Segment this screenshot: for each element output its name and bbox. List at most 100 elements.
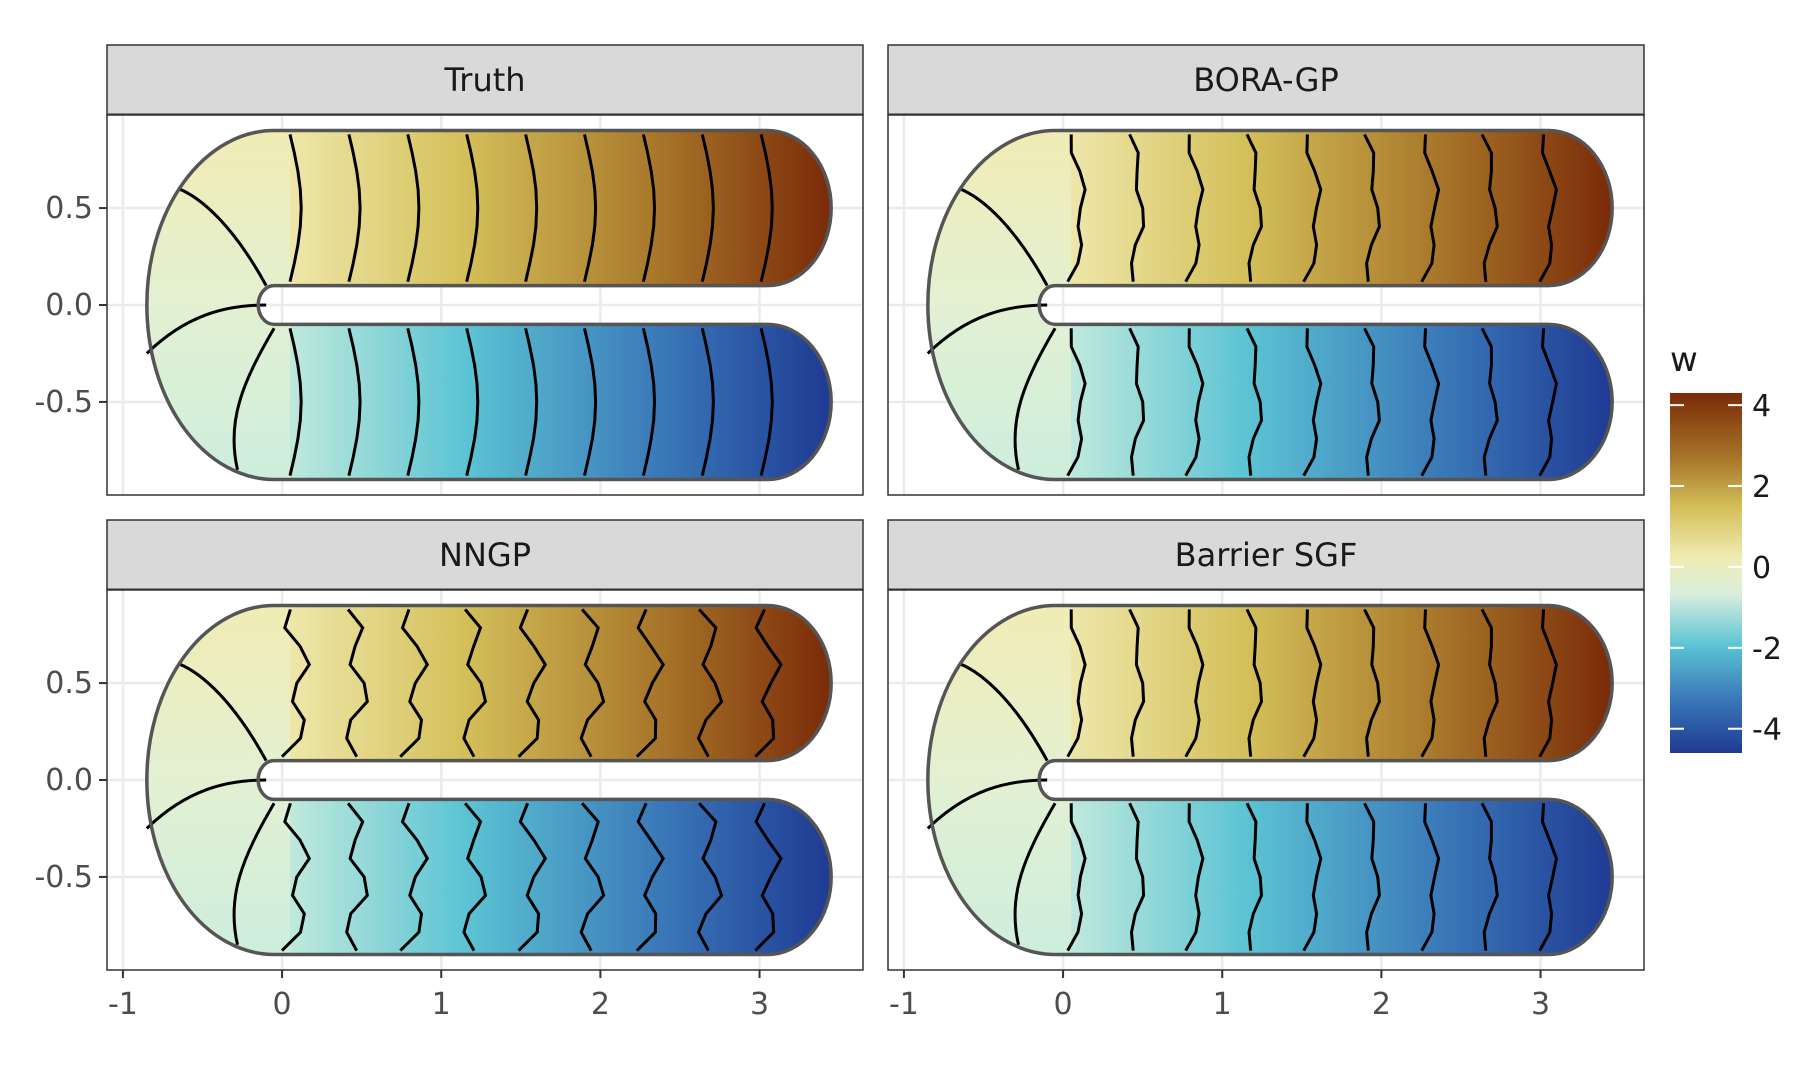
contour-line bbox=[399, 608, 430, 758]
legend: w 4 2 0 -2 -4 bbox=[1670, 340, 1782, 753]
contour-line bbox=[583, 327, 598, 476]
contour-line bbox=[1128, 327, 1146, 476]
contour-line bbox=[1538, 609, 1558, 758]
contour-line bbox=[288, 327, 303, 476]
panel-bora-gp: BORA-GP bbox=[887, 44, 1645, 496]
contour-line bbox=[232, 327, 276, 471]
contour-line bbox=[1013, 802, 1057, 946]
panel-truth: Truth 0.5 0.0 -0.5 bbox=[34, 44, 864, 496]
contour-line bbox=[465, 327, 480, 476]
contour-line bbox=[232, 802, 276, 946]
contour-line bbox=[517, 802, 548, 952]
panel-title: BORA-GP bbox=[1193, 61, 1339, 99]
contour-line bbox=[926, 778, 1048, 830]
field-lower-arm bbox=[266, 324, 832, 480]
contour-line bbox=[635, 802, 665, 952]
contour-line bbox=[1363, 608, 1381, 757]
contour-line bbox=[462, 802, 488, 952]
y-tick-label: -0.5 bbox=[34, 860, 93, 895]
contour-line bbox=[1363, 133, 1381, 282]
contour-line bbox=[1538, 328, 1558, 477]
contour-line bbox=[1480, 802, 1499, 951]
domain-outline bbox=[926, 128, 1614, 482]
field-bend bbox=[927, 130, 1072, 480]
strip-truth bbox=[106, 44, 864, 116]
panels-layer: Truth 0.5 0.0 -0.5 BORA-GP NNGP 0.5 0.0 -0.5 -1 0 1… bbox=[34, 44, 1645, 1022]
contour-line bbox=[462, 608, 488, 758]
x-tick-label: 0 bbox=[273, 987, 292, 1022]
contour-line bbox=[1245, 802, 1264, 951]
contour-line bbox=[1302, 609, 1323, 758]
contour-line bbox=[583, 134, 598, 283]
contour-line bbox=[406, 134, 421, 283]
strip-nngp bbox=[106, 519, 864, 591]
contour-line bbox=[759, 134, 774, 283]
contour-line bbox=[1245, 608, 1264, 757]
contour-line bbox=[288, 134, 303, 283]
field-lower-arm bbox=[1047, 799, 1613, 955]
contour-line bbox=[1128, 802, 1146, 951]
contour-lines bbox=[145, 134, 774, 476]
contour-lines bbox=[145, 608, 783, 952]
x-tick-label: -1 bbox=[889, 987, 919, 1022]
contour-line bbox=[1480, 133, 1499, 282]
contour-line bbox=[517, 608, 548, 758]
contour-line bbox=[1066, 803, 1087, 952]
contour-line bbox=[345, 802, 369, 952]
y-tick-label: 0.0 bbox=[45, 288, 93, 323]
contour-line bbox=[347, 134, 362, 283]
contour-line bbox=[280, 608, 312, 758]
panel-title: Barrier SGF bbox=[1175, 536, 1358, 574]
contour-line bbox=[635, 608, 665, 758]
x-tick-label: 3 bbox=[1531, 987, 1550, 1022]
contour-line bbox=[1184, 328, 1205, 477]
contour-line bbox=[1066, 328, 1087, 477]
x-tick-label: 2 bbox=[1372, 987, 1391, 1022]
y-tick-label: 0.0 bbox=[45, 763, 93, 798]
contour-line bbox=[1480, 327, 1499, 476]
panel-title: Truth bbox=[443, 61, 525, 99]
panel-nngp: NNGP 0.5 0.0 -0.5 -1 0 1 2 3 bbox=[34, 519, 864, 1022]
contour-line bbox=[1245, 133, 1264, 282]
contour-line bbox=[579, 802, 606, 952]
legend-colorbar bbox=[1670, 393, 1742, 753]
field-bend bbox=[927, 605, 1072, 955]
contour-line bbox=[1538, 803, 1558, 952]
contour-line bbox=[1184, 803, 1205, 952]
panel-barrier-sgf: Barrier SGF -1 0 1 2 3 bbox=[887, 519, 1645, 1022]
y-tick-label: -0.5 bbox=[34, 385, 93, 420]
contour-line bbox=[1420, 609, 1441, 758]
contour-line bbox=[696, 608, 724, 758]
contour-line bbox=[1538, 134, 1558, 283]
legend-label: 4 bbox=[1752, 389, 1771, 424]
contour-lines bbox=[926, 133, 1558, 477]
field-upper-arm bbox=[1047, 605, 1613, 761]
y-tick-label: 0.5 bbox=[45, 666, 93, 701]
contour-lines bbox=[926, 608, 1558, 952]
panel-title: NNGP bbox=[439, 536, 531, 574]
contour-line bbox=[959, 187, 1049, 287]
field-bend bbox=[146, 130, 291, 480]
legend-label: 2 bbox=[1752, 470, 1771, 505]
domain-outline bbox=[145, 128, 833, 482]
x-tick-label: 2 bbox=[591, 987, 610, 1022]
domain-outline bbox=[926, 603, 1614, 957]
contour-line bbox=[1420, 134, 1441, 283]
contour-line bbox=[700, 327, 715, 476]
contour-line bbox=[754, 802, 783, 952]
contour-line bbox=[759, 327, 774, 476]
contour-line bbox=[1245, 327, 1264, 476]
x-tick-label: 1 bbox=[432, 987, 451, 1022]
legend-label: -2 bbox=[1752, 632, 1782, 667]
contour-line bbox=[524, 134, 539, 283]
contour-line bbox=[1184, 609, 1205, 758]
field-bend bbox=[146, 605, 291, 955]
legend-title: w bbox=[1670, 340, 1698, 380]
contour-line bbox=[406, 327, 421, 476]
contour-line bbox=[1420, 803, 1441, 952]
x-tick-label: 1 bbox=[1213, 987, 1232, 1022]
contour-line bbox=[1302, 803, 1323, 952]
contour-line bbox=[465, 134, 480, 283]
contour-line bbox=[641, 327, 657, 476]
